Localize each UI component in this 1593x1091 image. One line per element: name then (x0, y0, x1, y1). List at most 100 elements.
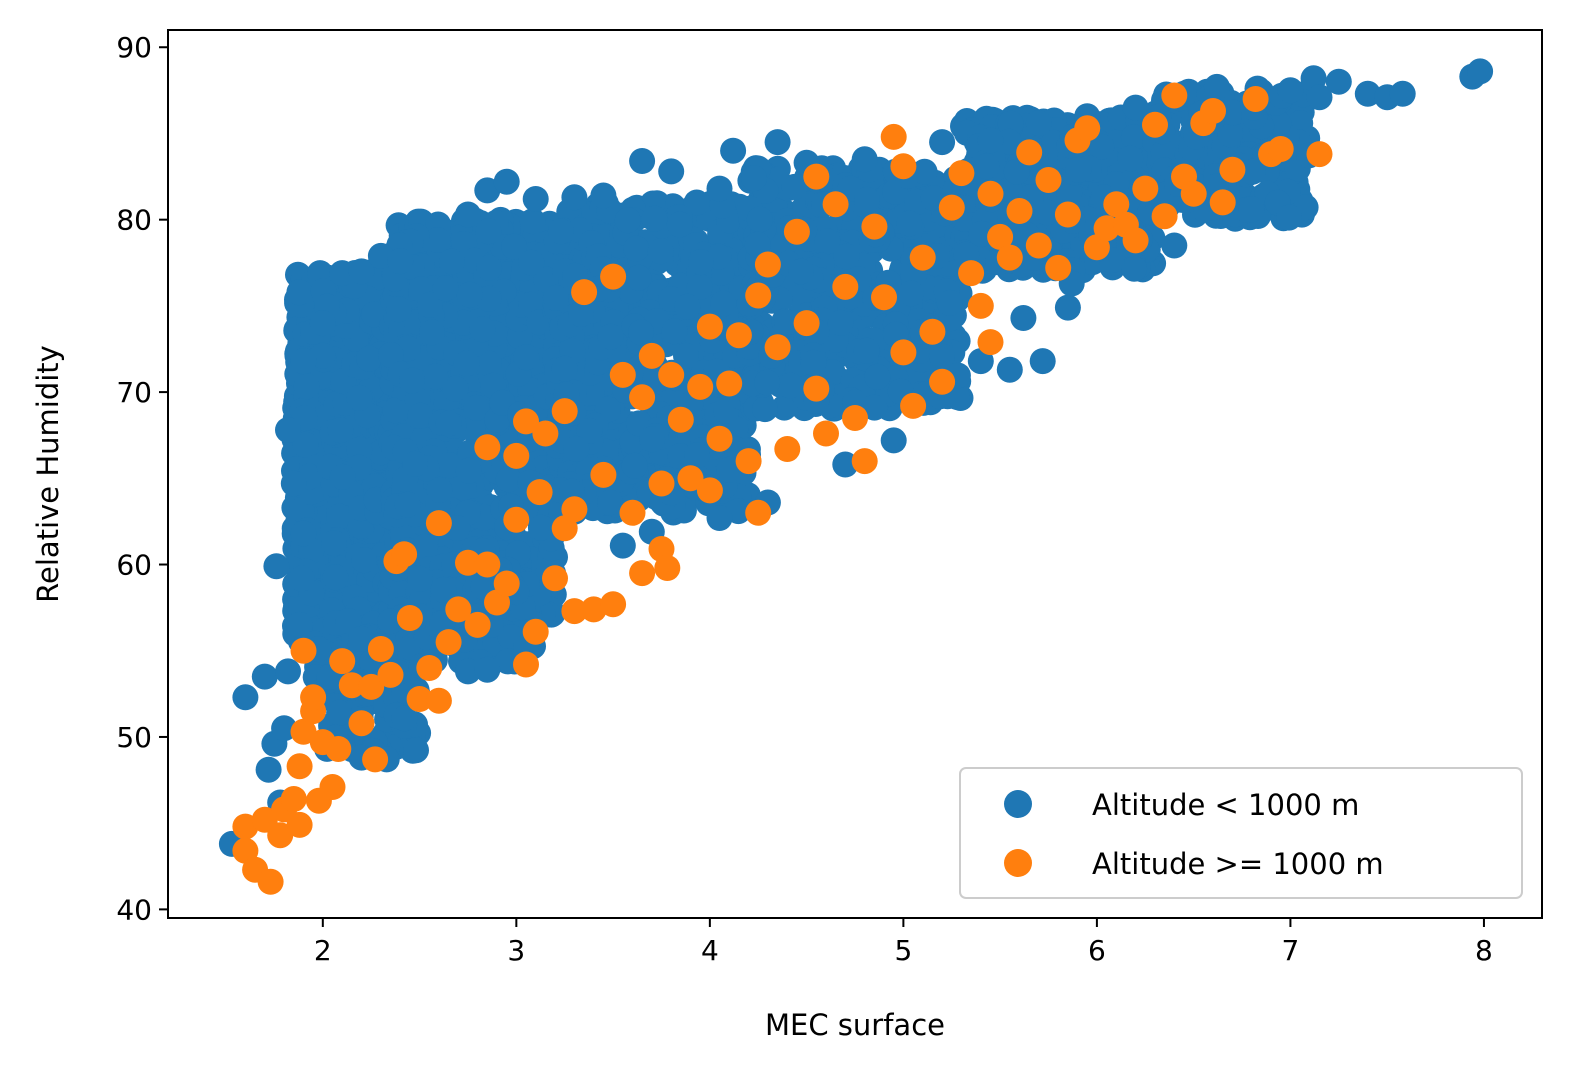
data-point-high (696, 313, 723, 340)
y-axis: 40 50 60 70 80 90 (116, 31, 168, 926)
data-point-high (445, 596, 472, 623)
data-point-low (1277, 77, 1304, 104)
data-point-high (503, 442, 530, 469)
data-point-high (832, 273, 859, 300)
data-point-low (764, 129, 791, 156)
data-point-high (1161, 82, 1188, 109)
data-point-high (1122, 227, 1149, 254)
data-point-low (683, 189, 710, 216)
data-point-low (1003, 158, 1030, 185)
data-point-low (385, 296, 412, 323)
data-point-low (456, 281, 483, 308)
data-point-low (391, 705, 418, 732)
data-point-low (1203, 73, 1230, 100)
data-point-low (455, 457, 482, 484)
data-point-high (367, 636, 394, 662)
data-point-low (438, 248, 465, 275)
data-point-high (435, 629, 462, 656)
data-point-high (377, 661, 404, 688)
data-point-high (948, 160, 975, 187)
data-point-low (625, 264, 652, 291)
data-point-low (463, 394, 490, 421)
data-point-low (1029, 348, 1056, 375)
data-point-high (600, 263, 627, 290)
data-point-low (861, 394, 888, 421)
data-point-low (329, 260, 356, 287)
data-point-high (325, 736, 352, 762)
data-point-low (475, 218, 502, 245)
data-point-high (654, 555, 681, 581)
data-point-high (425, 687, 452, 714)
y-tick-label: 50 (116, 721, 152, 754)
data-point-low (326, 699, 353, 726)
data-point-low (527, 514, 554, 541)
data-point-low (880, 427, 907, 454)
data-point-low (977, 127, 1004, 154)
data-point-low (1025, 110, 1052, 137)
data-point-low (255, 756, 282, 783)
data-point-high (783, 218, 810, 245)
data-point-low (309, 310, 336, 337)
data-point-low (1220, 99, 1247, 126)
data-point-high (667, 406, 694, 433)
x-axis-label: MEC surface (765, 1008, 945, 1042)
data-point-high (822, 191, 849, 218)
data-point-high (890, 339, 917, 366)
data-point-high (257, 868, 284, 895)
data-point-low (827, 309, 854, 336)
data-point-high (542, 565, 568, 592)
data-point-high (1151, 203, 1178, 230)
data-point-low (647, 238, 674, 265)
data-point-low (716, 456, 743, 483)
data-point-low (854, 186, 880, 213)
data-point-high (300, 684, 327, 711)
data-point-low (275, 658, 301, 685)
x-tick-label: 4 (701, 934, 719, 967)
data-point-high (919, 318, 946, 345)
data-point-high (890, 153, 917, 180)
data-point-low (286, 611, 313, 638)
data-point-low (402, 450, 429, 477)
data-point-low (754, 369, 781, 396)
data-point-low (777, 372, 804, 399)
data-point-high (493, 570, 520, 597)
data-point-high (1180, 180, 1207, 207)
data-point-low (377, 608, 404, 635)
data-point-high (1016, 139, 1043, 166)
data-point-high (1035, 167, 1062, 193)
data-point-low (814, 228, 841, 255)
data-point-low (684, 442, 711, 469)
data-point-low (519, 208, 546, 235)
data-point-low (474, 177, 501, 204)
data-point-high (1006, 198, 1033, 224)
data-point-low (1054, 294, 1081, 321)
data-point-high (861, 213, 888, 240)
data-point-high (425, 510, 452, 537)
data-point-high (362, 746, 389, 773)
data-point-low (561, 184, 588, 211)
data-point-high (716, 370, 743, 397)
data-point-high (813, 420, 839, 447)
data-point-high (455, 549, 481, 576)
data-point-low (321, 530, 347, 557)
data-point-low (996, 356, 1023, 383)
data-point-low (419, 319, 445, 346)
data-point-low (453, 350, 480, 377)
data-point-high (1267, 136, 1294, 162)
data-point-low (788, 258, 814, 285)
data-point-high (803, 375, 830, 402)
data-point-high (319, 774, 346, 800)
legend-marker-low (1004, 790, 1032, 818)
data-point-high (851, 448, 878, 475)
data-point-high (609, 361, 636, 388)
data-point-low (1056, 180, 1083, 207)
data-point-low (1306, 84, 1333, 111)
x-tick-label: 6 (1088, 934, 1106, 967)
data-point-low (475, 350, 502, 377)
data-point-high (745, 282, 772, 309)
data-point-low (741, 165, 767, 192)
data-point-low (290, 348, 317, 375)
data-point-high (696, 477, 723, 504)
data-point-low (412, 533, 439, 560)
